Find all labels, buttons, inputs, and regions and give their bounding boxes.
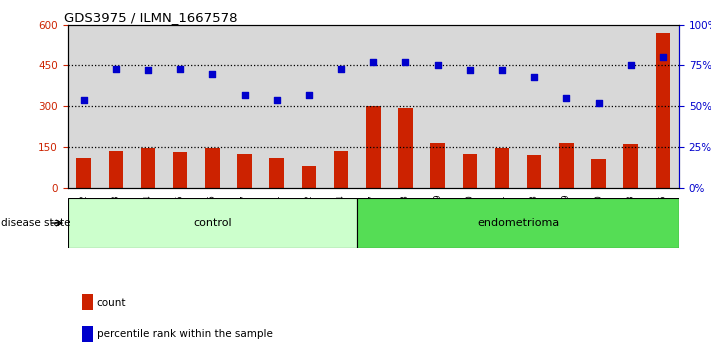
Bar — [366, 106, 380, 188]
Bar — [334, 151, 348, 188]
Point — [496, 68, 508, 73]
Bar — [582, 25, 614, 188]
Bar — [486, 25, 518, 188]
Bar — [228, 25, 261, 188]
Bar — [293, 25, 325, 188]
Text: count: count — [97, 298, 126, 308]
Text: percentile rank within the sample: percentile rank within the sample — [97, 330, 272, 339]
Bar — [76, 158, 91, 188]
Bar — [357, 198, 679, 248]
Bar — [430, 143, 445, 188]
Point — [464, 68, 476, 73]
Point — [625, 63, 636, 68]
Bar — [173, 152, 188, 188]
Bar — [68, 25, 100, 188]
Point — [368, 59, 379, 65]
Bar — [132, 25, 164, 188]
Text: GDS3975 / ILMN_1667578: GDS3975 / ILMN_1667578 — [65, 11, 238, 24]
Bar — [205, 148, 220, 188]
Bar — [550, 25, 582, 188]
Point — [561, 95, 572, 101]
Text: control: control — [193, 218, 232, 228]
Point — [593, 100, 604, 106]
Point — [142, 68, 154, 73]
Point — [336, 66, 347, 72]
Point — [110, 66, 122, 72]
Bar — [301, 166, 316, 188]
Bar — [495, 148, 509, 188]
Bar — [100, 25, 132, 188]
Bar — [68, 198, 357, 248]
Bar — [237, 154, 252, 188]
Bar — [82, 326, 92, 342]
Bar — [141, 148, 155, 188]
Point — [400, 59, 411, 65]
Point — [174, 66, 186, 72]
Bar — [325, 25, 357, 188]
Bar — [647, 25, 679, 188]
Bar — [559, 143, 574, 188]
Bar — [261, 25, 293, 188]
Point — [528, 74, 540, 80]
Point — [207, 71, 218, 76]
Bar — [592, 159, 606, 188]
Bar — [422, 25, 454, 188]
Bar — [398, 108, 412, 188]
Bar — [269, 158, 284, 188]
Point — [432, 63, 444, 68]
Bar — [527, 155, 542, 188]
Bar — [196, 25, 228, 188]
Text: endometrioma: endometrioma — [477, 218, 560, 228]
Bar — [614, 25, 647, 188]
Bar — [82, 294, 92, 310]
Bar — [624, 144, 638, 188]
Point — [78, 97, 90, 103]
Text: disease state: disease state — [1, 218, 70, 228]
Point — [271, 97, 282, 103]
Bar — [518, 25, 550, 188]
Point — [303, 92, 314, 98]
Bar — [656, 33, 670, 188]
Point — [239, 92, 250, 98]
Bar — [463, 154, 477, 188]
Bar — [164, 25, 196, 188]
Bar — [454, 25, 486, 188]
Point — [657, 55, 668, 60]
Bar — [357, 25, 390, 188]
Bar — [109, 151, 123, 188]
Bar — [390, 25, 422, 188]
